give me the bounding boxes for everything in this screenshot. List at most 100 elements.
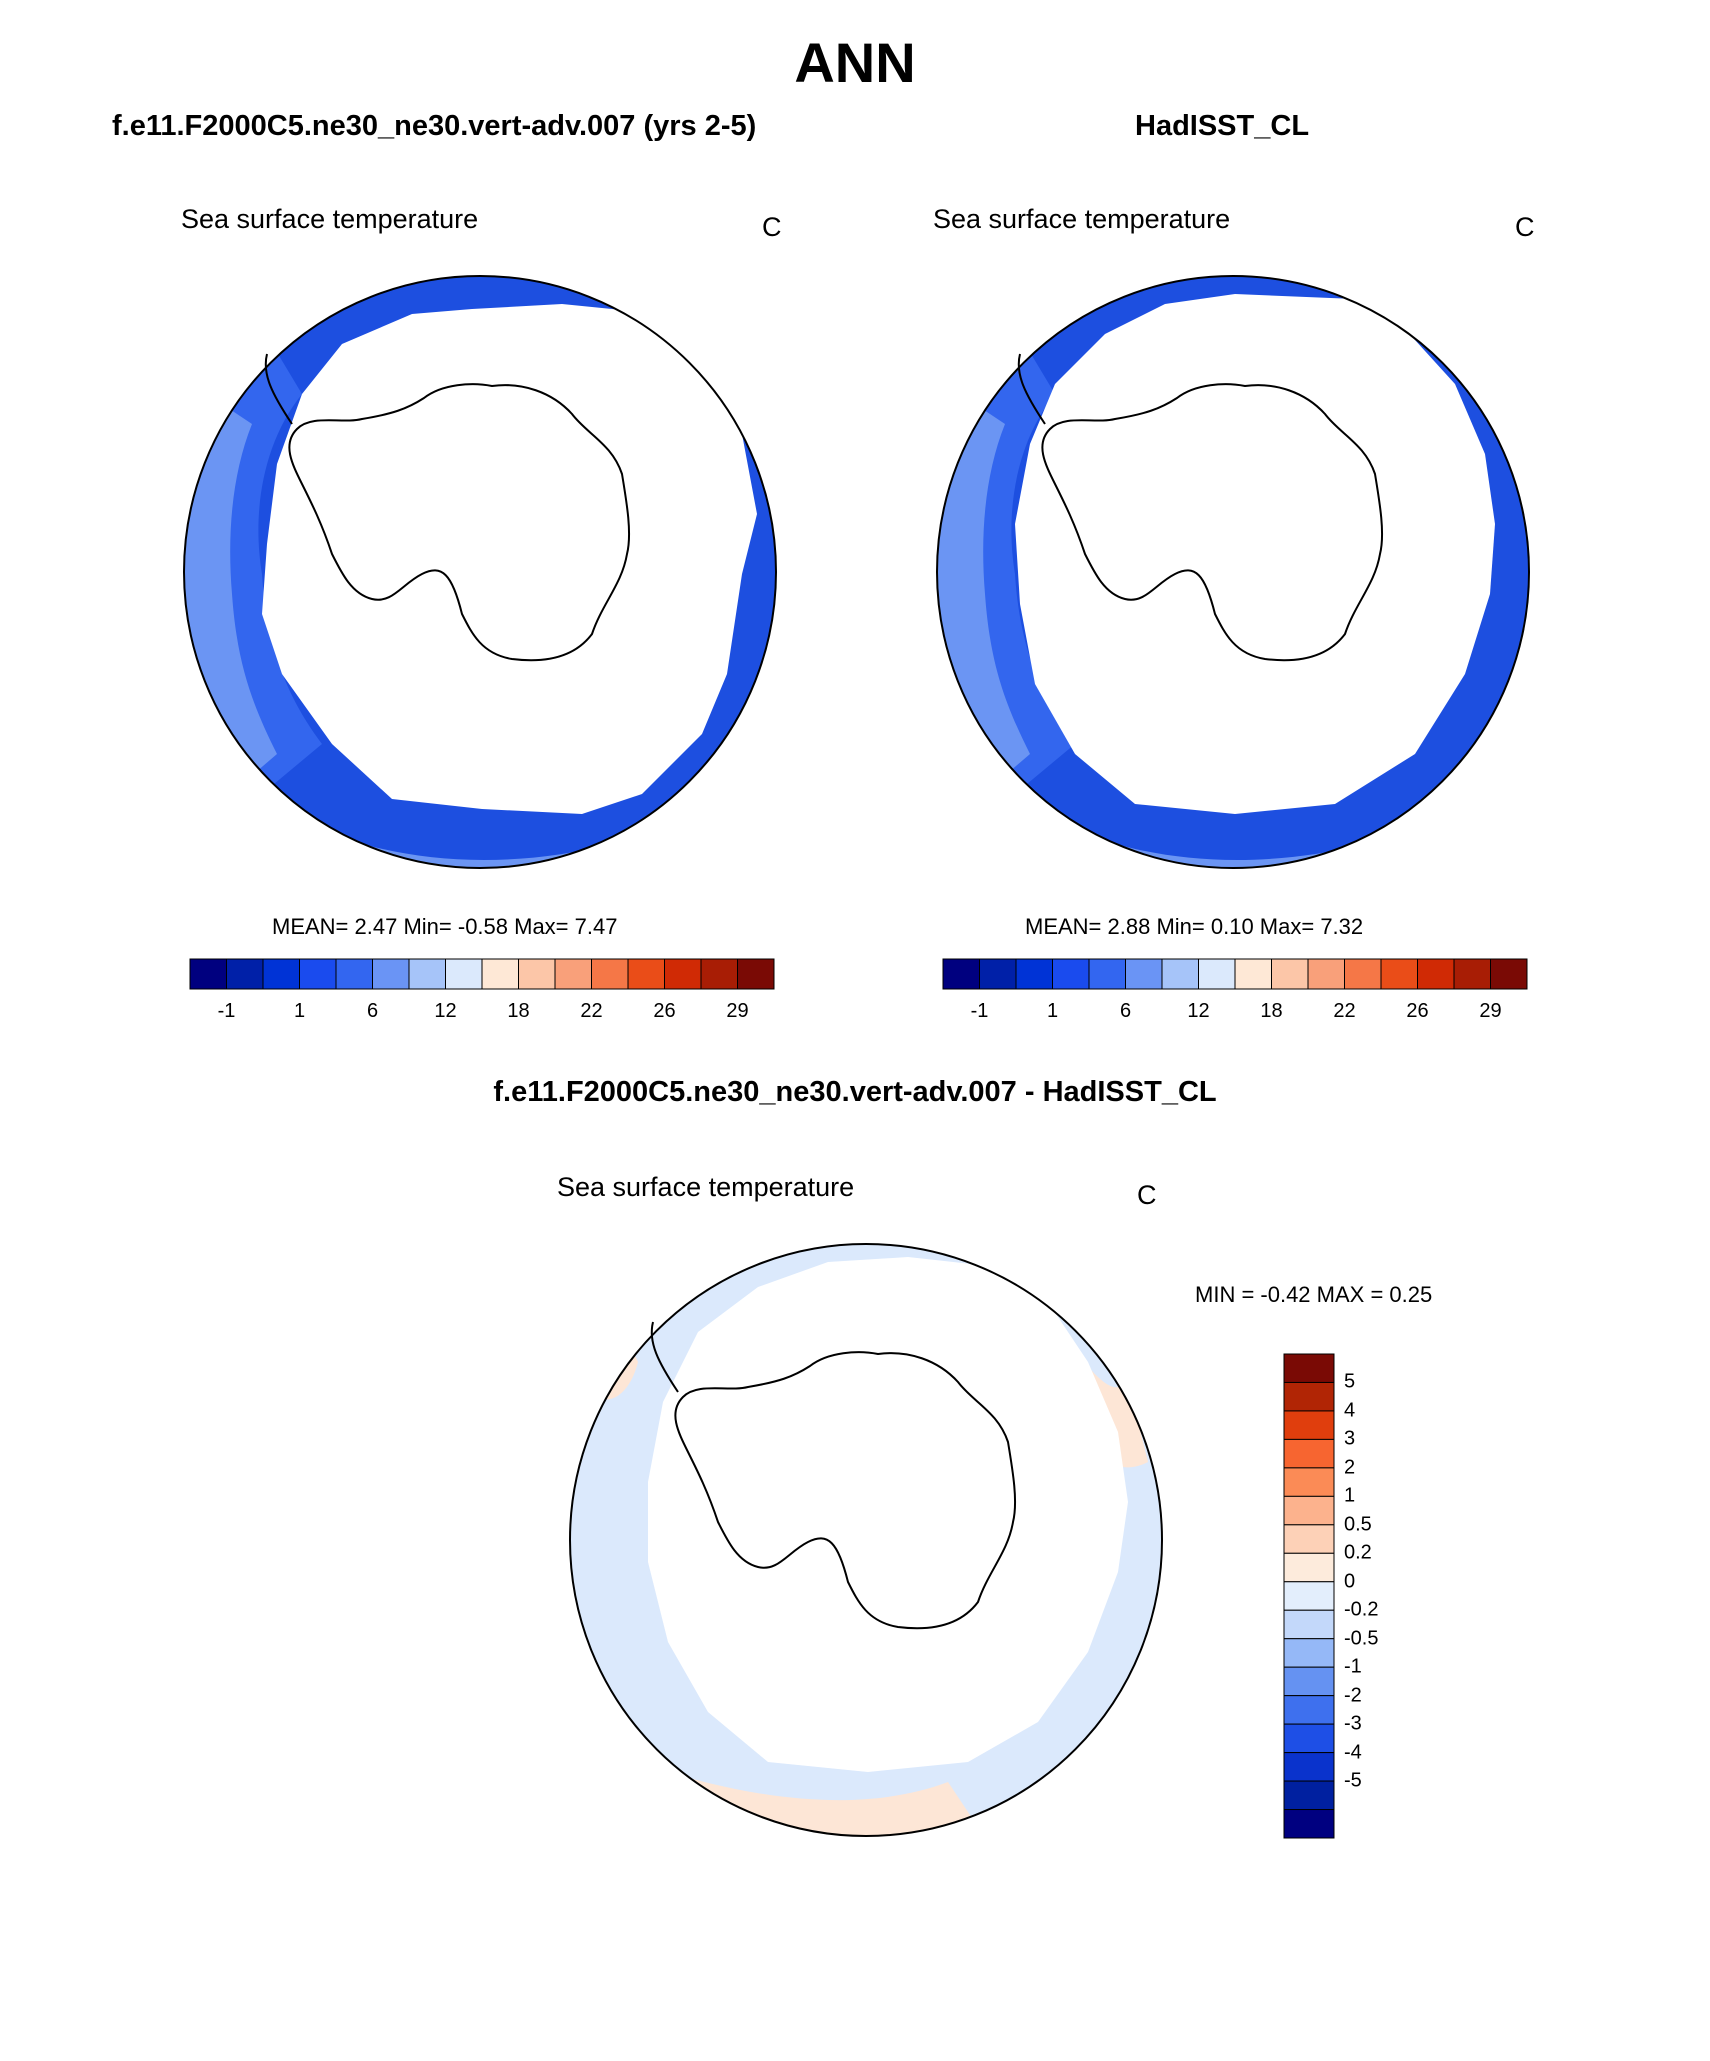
colorbar-tick-label: 6	[366, 1000, 379, 1022]
colorbar-tick-label: 2	[1344, 1456, 1356, 1479]
colorbar-swatch	[1271, 958, 1309, 990]
colorbar-swatch	[1283, 1410, 1335, 1440]
model-panel-heading: f.e11.F2000C5.ne30_ne30.vert-adv.007 (yr…	[112, 110, 757, 142]
colorbar-tick-label: 4	[1344, 1399, 1356, 1422]
colorbar-tick-label: -4	[1344, 1741, 1362, 1764]
diff-colorbar	[1283, 1353, 1335, 1839]
colorbar-swatch	[262, 958, 300, 990]
colorbar-swatch	[1283, 1581, 1335, 1611]
colorbar-swatch	[554, 958, 592, 990]
colorbar-swatch	[1161, 958, 1199, 990]
colorbar-tick-label: 0	[1344, 1570, 1356, 1593]
obs-sst-map	[936, 275, 1530, 869]
colorbar-swatch	[1283, 1666, 1335, 1697]
colorbar-tick-label: 0.5	[1344, 1513, 1372, 1536]
diff-units-label: C	[1137, 1180, 1157, 1210]
map-boundary	[183, 275, 777, 869]
antarctic-peninsula	[264, 353, 293, 425]
model-units-label: C	[762, 212, 782, 242]
colorbar-tick-label: 1	[1344, 1484, 1356, 1507]
model-sst-map	[183, 275, 777, 869]
colorbar-swatch	[189, 958, 227, 990]
colorbar-swatch	[1234, 958, 1272, 990]
diff-stats: MIN = -0.42 MAX = 0.25	[1195, 1282, 1433, 1307]
colorbar-swatch	[518, 958, 556, 990]
figure-title: ANN	[794, 31, 916, 94]
colorbar-tick-label: 3	[1344, 1427, 1356, 1450]
colorbar-swatch	[408, 958, 446, 990]
colorbar-swatch	[1283, 1780, 1335, 1811]
colorbar-swatch	[1283, 1723, 1335, 1754]
colorbar-swatch	[372, 958, 410, 990]
colorbar-swatch	[335, 958, 373, 990]
colorbar-swatch	[1283, 1552, 1335, 1583]
colorbar-swatch	[1417, 958, 1455, 990]
model-colorbar	[189, 958, 775, 990]
colorbar-tick-label: -3	[1344, 1712, 1362, 1735]
colorbar-tick-label: 12	[1187, 1000, 1210, 1022]
colorbar-swatch	[591, 958, 629, 990]
colorbar-swatch	[979, 958, 1017, 990]
colorbar-tick-label: 29	[1479, 1000, 1502, 1022]
obs-colorbar	[942, 958, 1528, 990]
antarctica-coastline	[288, 383, 631, 662]
colorbar-swatch	[942, 958, 980, 990]
colorbar-tick-label: 1	[293, 1000, 306, 1022]
colorbar-swatch	[1283, 1353, 1335, 1383]
diff-panel-heading: f.e11.F2000C5.ne30_ne30.vert-adv.007 - H…	[493, 1076, 1217, 1108]
colorbar-swatch	[1453, 958, 1491, 990]
antarctic-peninsula	[1017, 353, 1046, 425]
colorbar-swatch	[627, 958, 665, 990]
colorbar-swatch	[1283, 1495, 1335, 1526]
colorbar-tick-label: 18	[507, 1000, 530, 1022]
colorbar-swatch	[1052, 958, 1090, 990]
colorbar-tick-label: 22	[1333, 1000, 1356, 1022]
obs-panel-heading: HadISST_CL	[1135, 110, 1310, 142]
colorbar-swatch	[1125, 958, 1163, 990]
colorbar-tick-label: 22	[580, 1000, 603, 1022]
colorbar-swatch	[1283, 1752, 1335, 1782]
colorbar-tick-label: -0.5	[1344, 1627, 1379, 1650]
colorbar-tick-label: 29	[726, 1000, 749, 1022]
colorbar-tick-label: 26	[653, 1000, 676, 1022]
colorbar-swatch	[1283, 1438, 1335, 1469]
colorbar-swatch	[1015, 958, 1053, 990]
colorbar-swatch	[1198, 958, 1236, 990]
colorbar-swatch	[481, 958, 519, 990]
colorbar-swatch	[1490, 958, 1528, 990]
colorbar-swatch	[1380, 958, 1418, 990]
colorbar-tick-label: -1	[1344, 1655, 1362, 1678]
obs-variable-label: Sea surface temperature	[933, 204, 1231, 234]
colorbar-swatch	[700, 958, 738, 990]
colorbar-tick-label: 0.2	[1344, 1541, 1372, 1564]
colorbar-tick-label: -2	[1344, 1684, 1362, 1707]
colorbar-swatch	[1307, 958, 1345, 990]
sea-ice-mask	[648, 1257, 1128, 1772]
colorbar-tick-label: -5	[1344, 1769, 1362, 1792]
colorbar-tick-label: 26	[1406, 1000, 1429, 1022]
colorbar-tick-label: 18	[1260, 1000, 1283, 1022]
colorbar-tick-label: 12	[434, 1000, 457, 1022]
colorbar-swatch	[1283, 1524, 1335, 1554]
sea-ice-mask	[1015, 294, 1495, 814]
map-boundary	[936, 275, 1530, 869]
antarctic-peninsula	[650, 1321, 679, 1393]
diff-sst-map	[569, 1243, 1163, 1837]
diff-variable-label: Sea surface temperature	[557, 1172, 855, 1202]
colorbar-swatch	[1344, 958, 1382, 990]
antarctica-coastline	[674, 1351, 1017, 1630]
colorbar-tick-label: -1	[970, 1000, 989, 1022]
antarctica-coastline	[1041, 383, 1384, 662]
sea-ice-mask	[262, 304, 757, 814]
colorbar-swatch	[737, 958, 775, 990]
colorbar-swatch	[664, 958, 702, 990]
obs-units-label: C	[1515, 212, 1535, 242]
colorbar-swatch	[299, 958, 337, 990]
colorbar-tick-label: 6	[1119, 1000, 1132, 1022]
colorbar-tick-label: -0.2	[1344, 1598, 1379, 1621]
colorbar-swatch	[445, 958, 483, 990]
obs-stats: MEAN= 2.88 Min= 0.10 Max= 7.32	[1025, 914, 1364, 939]
colorbar-swatch	[1088, 958, 1126, 990]
colorbar-tick-label: 1	[1046, 1000, 1059, 1022]
model-variable-label: Sea surface temperature	[181, 204, 479, 234]
